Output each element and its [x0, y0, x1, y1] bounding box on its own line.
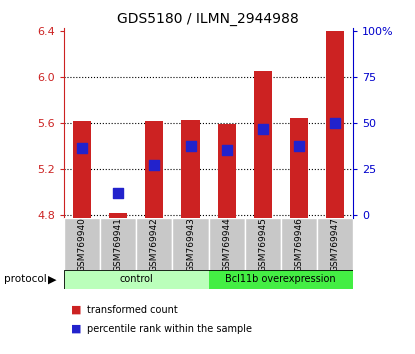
Bar [110, 213, 127, 218]
Text: GSM769940: GSM769940 [78, 217, 87, 272]
Text: GSM769944: GSM769944 [222, 217, 231, 272]
Bar [145, 121, 164, 218]
Text: transformed count: transformed count [87, 305, 178, 315]
Point [115, 190, 122, 196]
Bar [244, 218, 281, 271]
Bar [254, 71, 272, 218]
Bar [317, 218, 353, 271]
Text: GSM769945: GSM769945 [258, 217, 267, 272]
Text: ■: ■ [71, 305, 81, 315]
Text: GSM769947: GSM769947 [330, 217, 339, 272]
Text: ■: ■ [71, 324, 81, 333]
Bar [217, 124, 236, 218]
Bar [209, 218, 244, 271]
Point [151, 162, 158, 167]
Bar [64, 218, 100, 271]
Bar [73, 121, 91, 218]
Point [223, 147, 230, 152]
Bar [173, 218, 209, 271]
Bar [64, 270, 209, 289]
Text: protocol: protocol [4, 274, 47, 284]
Bar [100, 218, 137, 271]
Text: ▶: ▶ [48, 274, 56, 284]
Point [187, 143, 194, 149]
Text: GSM769941: GSM769941 [114, 217, 123, 272]
Bar [137, 218, 173, 271]
Text: GSM769946: GSM769946 [294, 217, 303, 272]
Bar [209, 270, 353, 289]
Bar [290, 118, 308, 218]
Point [332, 120, 338, 126]
Point [259, 126, 266, 132]
Text: GSM769943: GSM769943 [186, 217, 195, 272]
Point [295, 143, 302, 149]
Bar [181, 120, 200, 218]
Text: control: control [120, 274, 153, 284]
Text: GDS5180 / ILMN_2944988: GDS5180 / ILMN_2944988 [117, 12, 298, 27]
Bar [326, 31, 344, 218]
Point [79, 145, 85, 150]
Bar [281, 218, 317, 271]
Text: Bcl11b overexpression: Bcl11b overexpression [225, 274, 336, 284]
Text: percentile rank within the sample: percentile rank within the sample [87, 324, 252, 333]
Text: GSM769942: GSM769942 [150, 217, 159, 272]
